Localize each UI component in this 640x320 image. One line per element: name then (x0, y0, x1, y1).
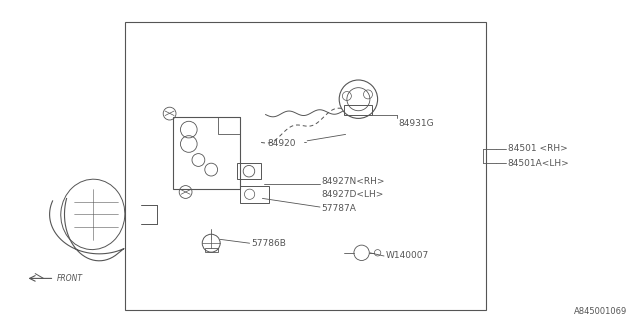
Text: W140007: W140007 (386, 252, 429, 260)
Text: 84501 <RH>: 84501 <RH> (508, 144, 567, 153)
Text: 84931G: 84931G (399, 119, 435, 128)
Text: A845001069: A845001069 (574, 308, 627, 316)
Text: 84920: 84920 (268, 139, 296, 148)
Bar (237, 163, 261, 179)
Text: 57787A: 57787A (321, 204, 356, 212)
Text: 84501A<LH>: 84501A<LH> (508, 159, 569, 168)
Bar (344, 105, 372, 115)
Bar (173, 117, 240, 189)
Text: 57786B: 57786B (252, 239, 286, 248)
Bar (205, 248, 218, 252)
Text: 84927N<RH>: 84927N<RH> (321, 177, 385, 186)
Text: FRONT: FRONT (56, 274, 83, 283)
Text: 84927D<LH>: 84927D<LH> (321, 190, 383, 199)
Bar (240, 186, 269, 203)
Bar (218, 117, 240, 134)
Bar (125, 22, 486, 310)
